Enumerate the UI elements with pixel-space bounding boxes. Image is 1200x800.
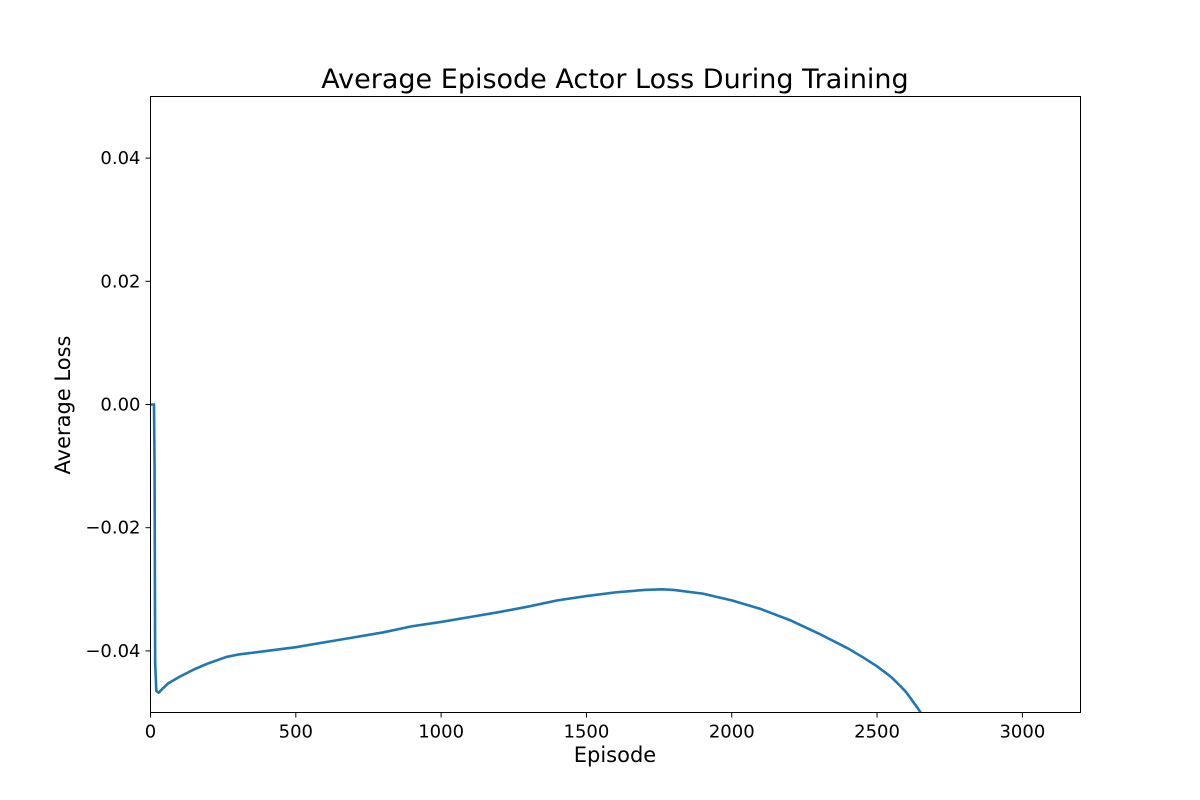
y-axis: −0.04 −0.02 0.00 0.02 0.04 — [85, 148, 151, 662]
y-tick-label: 0.00 — [100, 395, 140, 416]
x-tick-label: 500 — [279, 722, 313, 743]
y-tick-label: 0.02 — [100, 271, 140, 292]
x-axis: 0 500 1000 1500 2000 2500 3000 — [145, 712, 1045, 743]
y-axis-label: Average Loss — [51, 336, 75, 475]
x-tick-label: 1000 — [418, 722, 464, 743]
y-tick-label: −0.02 — [85, 518, 140, 539]
x-tick-label: 2000 — [709, 722, 755, 743]
x-tick-label: 0 — [145, 722, 156, 743]
y-tick-label: 0.04 — [100, 148, 140, 169]
y-tick-label: −0.04 — [85, 641, 140, 662]
x-tick-label: 3000 — [999, 722, 1045, 743]
x-axis-label: Episode — [574, 743, 656, 767]
chart-title: Average Episode Actor Loss During Traini… — [321, 64, 908, 95]
series-line — [150, 403, 922, 713]
plot-frame — [150, 96, 1081, 713]
plot-area — [150, 403, 922, 713]
x-tick-label: 2500 — [854, 722, 900, 743]
x-tick-label: 1500 — [564, 722, 610, 743]
